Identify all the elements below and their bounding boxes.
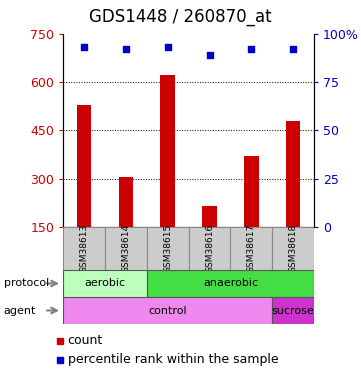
Bar [244, 156, 259, 227]
Bar [118, 177, 133, 227]
Bar [160, 75, 175, 227]
Point [123, 46, 129, 52]
Text: aerobic: aerobic [84, 279, 126, 288]
Bar [286, 121, 300, 227]
Point [206, 52, 212, 58]
FancyBboxPatch shape [188, 227, 230, 270]
FancyBboxPatch shape [230, 227, 272, 270]
FancyBboxPatch shape [272, 297, 314, 324]
Point [248, 46, 254, 52]
FancyBboxPatch shape [63, 227, 105, 270]
Text: GSM38613: GSM38613 [79, 224, 88, 273]
Text: anaerobic: anaerobic [203, 279, 258, 288]
Text: control: control [148, 306, 187, 315]
FancyBboxPatch shape [272, 227, 314, 270]
Text: GSM38614: GSM38614 [121, 224, 130, 273]
Text: GSM38618: GSM38618 [289, 224, 298, 273]
Text: percentile rank within the sample: percentile rank within the sample [68, 353, 278, 366]
Bar [202, 206, 217, 227]
FancyBboxPatch shape [63, 297, 272, 324]
FancyBboxPatch shape [147, 270, 314, 297]
FancyBboxPatch shape [147, 227, 188, 270]
Point [81, 44, 87, 50]
Point [290, 46, 296, 52]
Bar [77, 105, 91, 227]
Text: GSM38616: GSM38616 [205, 224, 214, 273]
Text: GSM38615: GSM38615 [163, 224, 172, 273]
FancyBboxPatch shape [63, 270, 147, 297]
Text: count: count [68, 334, 103, 347]
Text: sucrose: sucrose [272, 306, 314, 315]
Point [165, 44, 171, 50]
FancyBboxPatch shape [105, 227, 147, 270]
Text: protocol: protocol [4, 279, 49, 288]
Text: GSM38617: GSM38617 [247, 224, 256, 273]
Text: agent: agent [4, 306, 36, 315]
Text: GDS1448 / 260870_at: GDS1448 / 260870_at [89, 8, 272, 26]
